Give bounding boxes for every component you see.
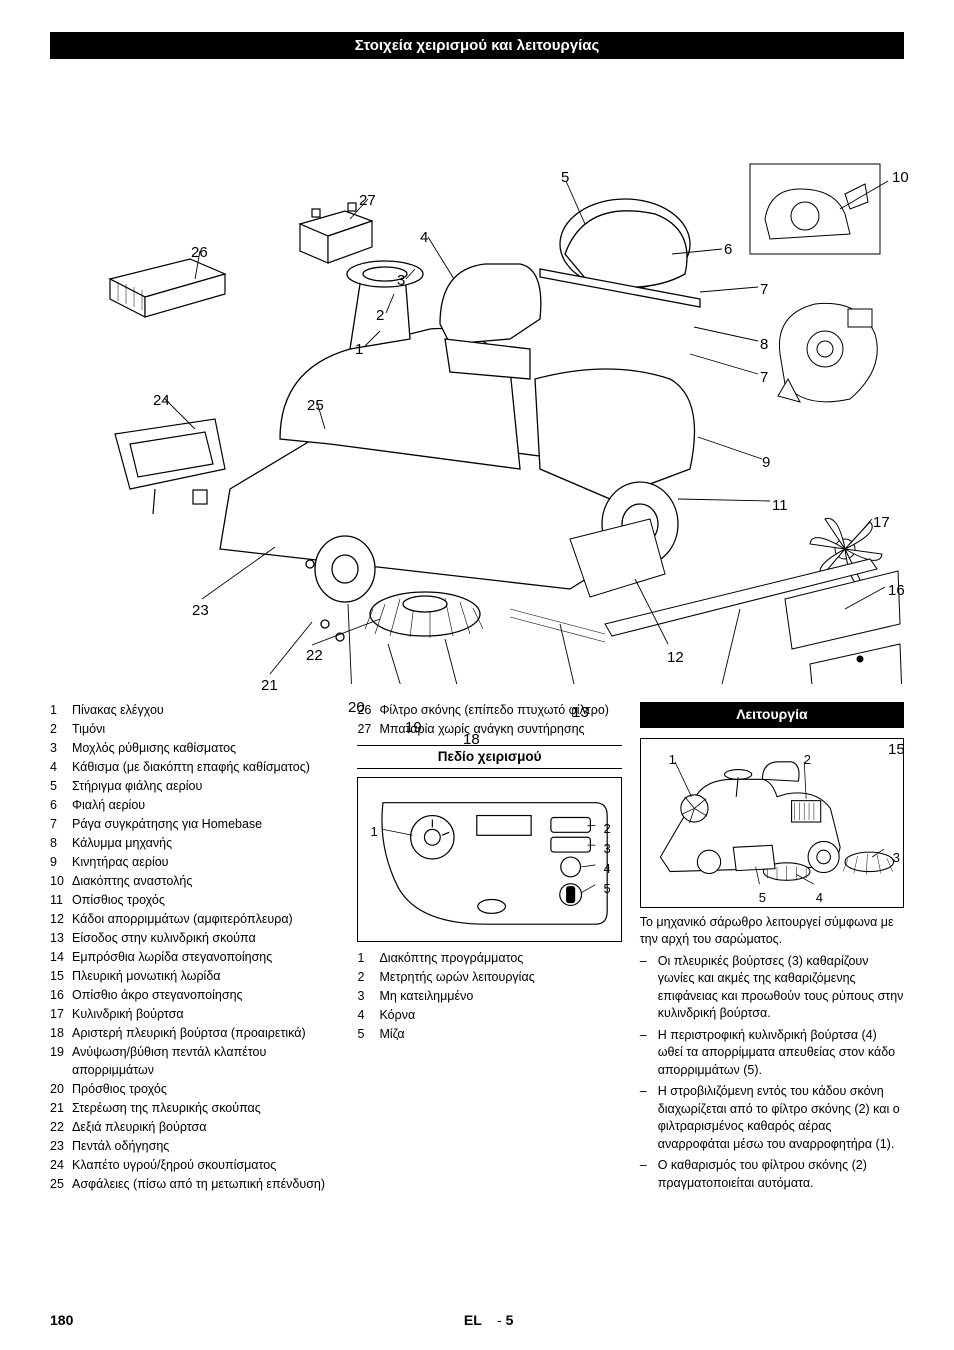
operation-col: Λειτουργία [640, 702, 904, 1196]
part-item: Πλευρική μονωτική λωρίδα [50, 968, 339, 986]
part-item: Ασφάλειες (πίσω από τη μετωπική επένδυση… [50, 1176, 339, 1194]
op-callout-5: 5 [759, 889, 766, 907]
operation-intro: Το μηχανικό σάρωθρο λειτουργεί σύμφωνα μ… [640, 914, 904, 949]
parts-list-26-27: Φίλτρο σκόνης (επίπεδο πτυχωτό φίλτρο)Μπ… [357, 702, 621, 739]
callout-17: 17 [873, 514, 890, 531]
callout-21: 21 [261, 677, 278, 694]
op-callout-2: 2 [804, 751, 811, 769]
part-item: Φίλτρο σκόνης (επίπεδο πτυχωτό φίλτρο) [357, 702, 621, 720]
operation-bullets: Οι πλευρικές βούρτσες (3) καθαρίζουν γων… [640, 953, 904, 1193]
part-item: Στήριγμα φιάλης αερίου [50, 778, 339, 796]
footer-num: 5 [506, 1312, 514, 1328]
part-item: Κάδοι απορριμμάτων (αμφιτερόπλευρα) [50, 911, 339, 929]
op-callout-4: 4 [816, 889, 823, 907]
op-bullet: Οι πλευρικές βούρτσες (3) καθαρίζουν γων… [640, 953, 904, 1023]
section-title: Στοιχεία χειρισμού και λειτουργίας [50, 32, 904, 59]
callout-5: 5 [561, 169, 569, 186]
footer-lang: EL [464, 1312, 482, 1328]
callout-7: 7 [760, 281, 768, 298]
part-item: Κάλυμμα μηχανής [50, 835, 339, 853]
parts-list-col1: Πίνακας ελέγχουΤιμόνιΜοχλός ρύθμισης καθ… [50, 702, 339, 1196]
cp-callout-3: 3 [603, 840, 610, 858]
part-item: Κινητήρας αερίου [50, 854, 339, 872]
callout-22: 22 [306, 647, 323, 664]
part-item: Μπαταρία χωρίς ανάγκη συντήρησης [357, 721, 621, 739]
callout-14: 14 [715, 704, 732, 721]
callout-7: 7 [760, 369, 768, 386]
part-item: Εμπρόσθια λωρίδα στεγανοποίησης [50, 949, 339, 967]
cp-item: Μετρητής ωρών λειτουργίας [357, 969, 621, 987]
op-callout-3: 3 [893, 849, 900, 867]
part-item: Οπίσθιο άκρο στεγανοποίησης [50, 987, 339, 1005]
callout-25: 25 [307, 397, 324, 414]
control-panel-diagram: 1 2 3 4 5 [357, 777, 621, 942]
callout-8: 8 [760, 336, 768, 353]
control-panel-parts: Διακόπτης προγράμματοςΜετρητής ωρών λειτ… [357, 950, 621, 1044]
op-bullet: Η στροβιλιζόμενη εντός του κάδου σκόνη δ… [640, 1083, 904, 1153]
part-item: Πρόσθιος τροχός [50, 1081, 339, 1099]
part-item: Πεντάλ οδήγησης [50, 1138, 339, 1156]
control-panel-heading: Πεδίο χειρισμού [357, 745, 621, 770]
part-item: Μοχλός ρύθμισης καθίσματος [50, 740, 339, 758]
cp-item: Μίζα [357, 1026, 621, 1044]
part-item: Αριστερή πλευρική βούρτσα (προαιρετικά) [50, 1025, 339, 1043]
op-bullet: Ο καθαρισμός του φίλτρου σκόνης (2) πραγ… [640, 1157, 904, 1192]
part-item: Ανύψωση/βύθιση πεντάλ κλαπέτου απορριμμά… [50, 1044, 339, 1079]
main-exploded-diagram: 1234567789101112131415161718192021222324… [50, 69, 904, 684]
cp-callout-4: 4 [603, 860, 610, 878]
part-item: Κυλινδρική βούρτσα [50, 1006, 339, 1024]
footer-sep: - [497, 1312, 502, 1328]
cp-item: Μη κατειλημμένο [357, 988, 621, 1006]
callout-23: 23 [192, 602, 209, 619]
page-footer: 180 EL - 5 [50, 1312, 904, 1328]
part-item: Κάθισμα (με διακόπτη επαφής καθίσματος) [50, 759, 339, 777]
callout-11: 11 [772, 497, 788, 514]
callout-27: 27 [359, 192, 376, 209]
callout-12: 12 [667, 649, 684, 666]
cp-callout-1: 1 [370, 823, 377, 841]
part-item: Διακόπτης αναστολής [50, 873, 339, 891]
callout-4: 4 [420, 229, 428, 246]
part-item: Φιαλή αερίου [50, 797, 339, 815]
op-bullet: Η περιστροφική κυλινδρική βούρτσα (4) ωθ… [640, 1027, 904, 1080]
callout-16: 16 [888, 582, 905, 599]
part-item: Στερέωση της πλευρικής σκούπας [50, 1100, 339, 1118]
callout-10: 10 [892, 169, 909, 186]
callout-26: 26 [191, 244, 208, 261]
callout-2: 2 [376, 307, 384, 324]
part-item: Είσοδος στην κυλινδρική σκούπα [50, 930, 339, 948]
operation-heading: Λειτουργία [640, 702, 904, 728]
callout-1: 1 [355, 341, 363, 358]
callout-24: 24 [153, 392, 170, 409]
diagram-svg [50, 69, 904, 684]
part-item: Κλαπέτο υγρού/ξηρού σκουπίσματος [50, 1157, 339, 1175]
part-item: Οπίσθιος τροχός [50, 892, 339, 910]
cp-item: Διακόπτης προγράμματος [357, 950, 621, 968]
parts-and-control-col: Φίλτρο σκόνης (επίπεδο πτυχωτό φίλτρο)Μπ… [357, 702, 621, 1196]
operation-diagram: 1 2 3 4 5 [640, 738, 904, 908]
callout-6: 6 [724, 241, 732, 258]
content-columns: Πίνακας ελέγχουΤιμόνιΜοχλός ρύθμισης καθ… [50, 702, 904, 1196]
part-item: Τιμόνι [50, 721, 339, 739]
callout-9: 9 [762, 454, 770, 471]
footer-page-left: 180 [50, 1312, 73, 1328]
part-item: Ράγα συγκράτησης για Homebase [50, 816, 339, 834]
footer-center: EL - 5 [464, 1312, 514, 1328]
callout-3: 3 [397, 272, 405, 289]
op-callout-1: 1 [669, 751, 676, 769]
part-item: Πίνακας ελέγχου [50, 702, 339, 720]
cp-callout-2: 2 [603, 820, 610, 838]
part-item: Δεξιά πλευρική βούρτσα [50, 1119, 339, 1137]
parts-list-1-25: Πίνακας ελέγχουΤιμόνιΜοχλός ρύθμισης καθ… [50, 702, 339, 1193]
cp-item: Κόρνα [357, 1007, 621, 1025]
cp-callout-5: 5 [603, 880, 610, 898]
